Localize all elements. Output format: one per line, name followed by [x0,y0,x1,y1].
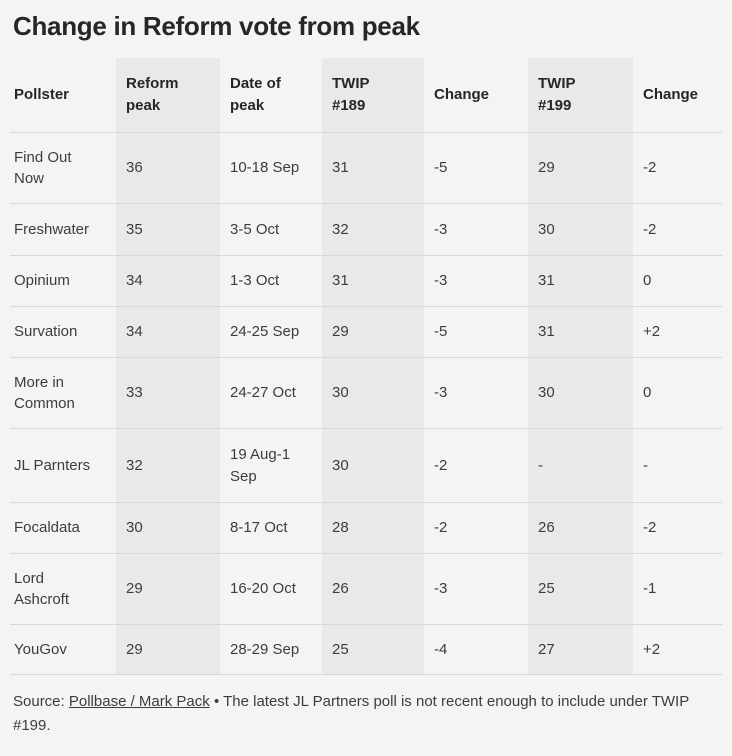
table-cell: -3 [434,384,448,402]
table-cell: 29 [528,132,633,204]
table-row: YouGov 29 28-29 Sep 25 -4 27 +2 [10,624,722,675]
table-cell: 0 [643,384,652,402]
source-prefix: Source: [13,693,65,711]
table-cell: 29 [322,306,424,358]
table-cell: +2 [643,323,661,341]
table-cell: - [643,456,648,474]
table-cell: -2 [643,220,657,238]
column-header: Pollster [14,86,70,104]
table-row: Opinium 34 1-3 Oct 31 -3 31 0 [10,255,722,307]
table-cell: 3-5 Oct [230,220,280,238]
table-cell: 35 [116,203,220,256]
table-cell: 24-27 Oct [230,384,296,402]
source-note-text: The latest JL Partners poll is not recen… [13,693,689,735]
table-cell: Survation [14,323,78,341]
table-cell: 25 [528,553,633,625]
table-cell: Find Out Now [14,148,72,188]
table-cell: Freshwater [14,220,90,238]
table-cell: -2 [643,159,657,177]
column-header: Date of peak [230,75,281,115]
table-cell: 1-3 Oct [230,272,280,290]
table-cell: 34 [116,306,220,358]
source-link[interactable]: Pollbase / Mark Pack [68,693,210,711]
table-cell: -4 [434,640,448,658]
column-header-row: Pollster Reform peak Date of peak TWIP #189… [10,57,722,133]
column-header: Change [434,86,490,104]
table-cell: 31 [322,132,424,204]
table-cell: 27 [528,624,633,675]
table-cell: 29 [116,624,220,675]
table-cell: 28-29 Sep [230,640,300,658]
table-row: JL Parnters 32 19 Aug-1 Sep 30 -2 - - [10,428,722,503]
table-cell: 31 [322,255,424,307]
table-cell: 8-17 Oct [230,519,288,537]
table-cell: 0 [643,272,652,290]
source-note: Source: Pollbase / Mark Pack • The lates… [10,690,722,738]
table-cell: -2 [434,519,448,537]
table-row: Survation 34 24-25 Sep 29 -5 31 +2 [10,306,722,358]
bullet-separator: • [213,693,220,711]
table-cell: +2 [643,640,661,658]
table-row: Freshwater 35 3-5 Oct 32 -3 30 -2 [10,203,722,256]
table-cell: -5 [434,323,448,341]
table-cell: 30 [116,502,220,554]
table-body: Find Out Now 36 10-18 Sep 31 -5 29 -2 Freshwate… [10,132,722,675]
table-cell: 26 [322,553,424,625]
column-header: TWIP #189 [322,57,424,133]
table-cell: -1 [643,580,657,598]
table-cell: 30 [322,357,424,429]
table-cell: JL Parnters [14,456,91,474]
table-cell: Opinium [14,272,70,290]
table-cell: -3 [434,580,448,598]
table-row: Focaldata 30 8-17 Oct 28 -2 26 -2 [10,502,722,554]
table-cell: More in Common [14,373,75,413]
table-cell: - [528,428,633,503]
table-cell: 16-20 Oct [230,580,296,598]
table-cell: 30 [528,357,633,429]
table-cell: 31 [528,255,633,307]
table-cell: 31 [528,306,633,358]
page-title: Change in Reform vote from peak [13,11,420,41]
table-cell: 30 [322,428,424,503]
table-cell: 10-18 Sep [230,159,300,177]
table-cell: -3 [434,220,448,238]
table-cell: Focaldata [14,519,80,537]
table-cell: 34 [116,255,220,307]
table-cell: 33 [116,357,220,429]
table-cell: -2 [643,519,657,537]
table-cell: 36 [116,132,220,204]
table-cell: Lord Ashcroft [14,569,70,609]
poll-table: Pollster Reform peak Date of peak TWIP #189… [10,57,722,676]
table-cell: 24-25 Sep [230,323,300,341]
table-row: More in Common 33 24-27 Oct 30 -3 30 0 [10,357,722,429]
table-cell: 26 [528,502,633,554]
table-cell: 32 [116,428,220,503]
table-header: Pollster Reform peak Date of peak TWIP #189… [10,57,722,133]
page: Change in Reform vote from peak Pollster… [10,11,722,738]
column-header: TWIP #199 [528,57,633,133]
table-cell: 32 [322,203,424,256]
table-row: Find Out Now 36 10-18 Sep 31 -5 29 -2 [10,132,722,204]
table-cell: 30 [528,203,633,256]
table-cell: -5 [434,159,448,177]
table-cell: 28 [322,502,424,554]
table-cell: -3 [434,272,448,290]
column-header: Change [643,86,699,104]
table-cell: 25 [322,624,424,675]
table-row: Lord Ashcroft 29 16-20 Oct 26 -3 25 -1 [10,553,722,625]
table-cell: -2 [434,456,448,474]
column-header: Reform peak [116,57,220,133]
table-cell: 19 Aug-1 Sep [230,446,291,485]
table-cell: 29 [116,553,220,625]
table-cell: YouGov [14,640,67,658]
